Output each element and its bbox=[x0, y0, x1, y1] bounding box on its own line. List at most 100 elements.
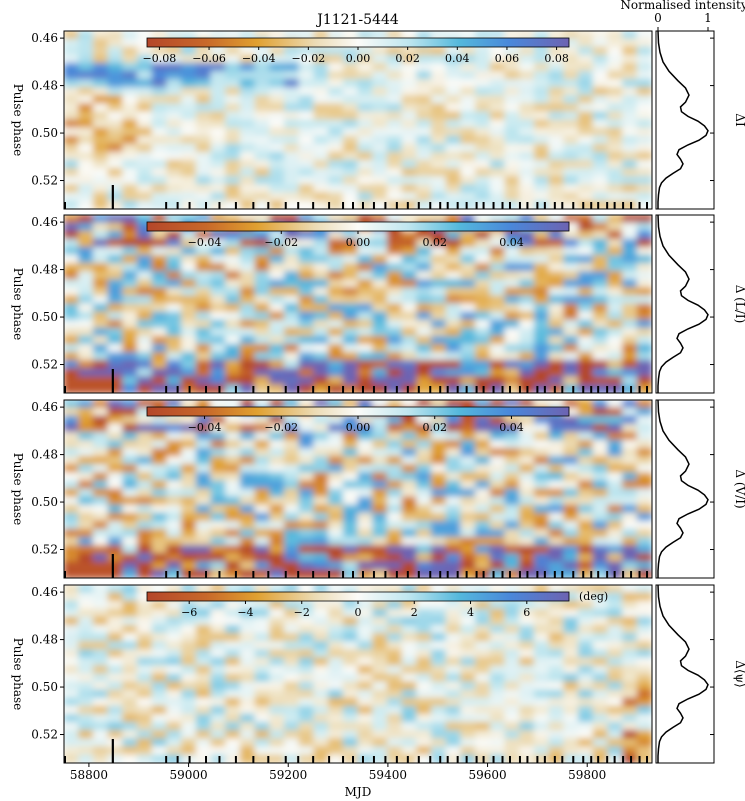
heatmap-cell bbox=[225, 103, 241, 113]
heatmap-cell bbox=[284, 616, 300, 626]
heatmap-cell bbox=[372, 279, 388, 289]
heatmap-cell bbox=[504, 271, 521, 281]
heatmap-cell bbox=[533, 713, 550, 724]
heatmap-cell bbox=[445, 738, 462, 748]
heatmap-cell bbox=[475, 352, 491, 362]
heatmap-cell bbox=[401, 472, 418, 482]
heatmap-cell bbox=[578, 176, 594, 186]
heatmap-cell bbox=[298, 738, 315, 748]
heatmap-cell bbox=[475, 143, 491, 153]
heatmap-cell bbox=[578, 496, 594, 506]
heatmap-cell bbox=[254, 665, 271, 675]
heatmap-cell bbox=[386, 657, 403, 667]
heatmap-cell bbox=[519, 624, 535, 635]
heatmap-cell bbox=[372, 585, 388, 594]
heatmap-cell bbox=[151, 200, 168, 209]
heatmap-cell bbox=[548, 754, 565, 763]
heatmap-cell bbox=[137, 464, 153, 474]
heatmap-cell bbox=[313, 600, 330, 610]
heatmap-cell bbox=[519, 159, 535, 170]
heatmap-cell bbox=[64, 335, 80, 345]
heatmap-cell bbox=[401, 641, 418, 651]
heatmap-cell bbox=[78, 569, 94, 578]
heatmap-cell bbox=[563, 254, 579, 265]
heatmap-cell bbox=[563, 448, 579, 458]
heatmap-cell bbox=[181, 230, 197, 240]
heatmap-cell bbox=[328, 431, 344, 441]
heatmap-cell bbox=[622, 553, 638, 563]
heatmap-cell bbox=[548, 376, 565, 386]
y-tick-label: 0.52 bbox=[31, 543, 58, 557]
heatmap-cell bbox=[137, 673, 153, 683]
heatmap-cell bbox=[607, 192, 624, 202]
heatmap-cell bbox=[254, 431, 271, 441]
heatmap-cell bbox=[372, 54, 388, 64]
heatmap-cell bbox=[313, 295, 330, 305]
heatmap-cell bbox=[401, 600, 418, 610]
heatmap-cell bbox=[313, 456, 330, 466]
heatmap-cell bbox=[386, 215, 403, 224]
heatmap-cell bbox=[622, 376, 638, 386]
heatmap-cell bbox=[254, 271, 271, 281]
heatmap-cell bbox=[578, 423, 594, 433]
heatmap-cell bbox=[475, 496, 491, 506]
heatmap-cell bbox=[504, 624, 521, 635]
heatmap-cell bbox=[607, 448, 624, 458]
heatmap-cell bbox=[269, 528, 285, 539]
heatmap-cell bbox=[225, 713, 241, 724]
heatmap-cell bbox=[401, 561, 418, 571]
heatmap-cell bbox=[372, 423, 388, 433]
heatmap-cell bbox=[313, 62, 330, 72]
heatmap-cell bbox=[284, 54, 300, 64]
heatmap-cell bbox=[607, 287, 624, 297]
heatmap-cell bbox=[460, 271, 477, 281]
heatmap-cell bbox=[475, 431, 491, 441]
heatmap-cell bbox=[431, 143, 447, 153]
heatmap-cell bbox=[64, 360, 80, 370]
heatmap-cell bbox=[504, 657, 521, 667]
heatmap-cell bbox=[239, 472, 256, 482]
heatmap-cell bbox=[548, 200, 565, 209]
heatmap-cell bbox=[151, 746, 168, 756]
heatmap-cell bbox=[107, 561, 124, 571]
heatmap-cell bbox=[269, 111, 285, 121]
heatmap-cell bbox=[357, 665, 374, 675]
heatmap-cell bbox=[431, 54, 447, 64]
heatmap-cell bbox=[386, 472, 403, 482]
heatmap-cell bbox=[122, 303, 138, 313]
heatmap-cell bbox=[416, 87, 432, 97]
heatmap-cell bbox=[137, 713, 153, 724]
heatmap-cell bbox=[489, 303, 506, 313]
heatmap-cell bbox=[578, 95, 594, 105]
heatmap-cell bbox=[342, 585, 359, 594]
heatmap-cell bbox=[504, 360, 521, 370]
heatmap-cell bbox=[122, 159, 138, 170]
heatmap-cell bbox=[489, 520, 506, 530]
heatmap-cell bbox=[357, 464, 374, 474]
heatmap-cell bbox=[607, 641, 624, 651]
heatmap-cell bbox=[210, 319, 227, 329]
heatmap-cell bbox=[298, 151, 315, 161]
heatmap-cell bbox=[78, 746, 94, 756]
heatmap-cell bbox=[460, 649, 477, 659]
heatmap-cell bbox=[416, 103, 432, 113]
heatmap-cell bbox=[592, 222, 609, 232]
heatmap-cell bbox=[284, 722, 300, 732]
heatmap-cell bbox=[607, 95, 624, 105]
heatmap-cell bbox=[92, 215, 109, 224]
heatmap-cell bbox=[107, 608, 124, 618]
heatmap-cell bbox=[445, 488, 462, 498]
heatmap-cell bbox=[519, 311, 535, 321]
heatmap-cell bbox=[195, 384, 212, 393]
heatmap-cell bbox=[151, 111, 168, 121]
heatmap-cell bbox=[313, 335, 330, 345]
heatmap-cell bbox=[151, 246, 168, 256]
heatmap-cell bbox=[210, 608, 227, 618]
heatmap-cell bbox=[107, 464, 124, 474]
heatmap-cell bbox=[342, 600, 359, 610]
heatmap-cell bbox=[445, 263, 462, 273]
heatmap-cell bbox=[445, 512, 462, 522]
heatmap-cell bbox=[475, 545, 491, 555]
heatmap-cell bbox=[372, 384, 388, 393]
heatmap-cell bbox=[401, 151, 418, 161]
